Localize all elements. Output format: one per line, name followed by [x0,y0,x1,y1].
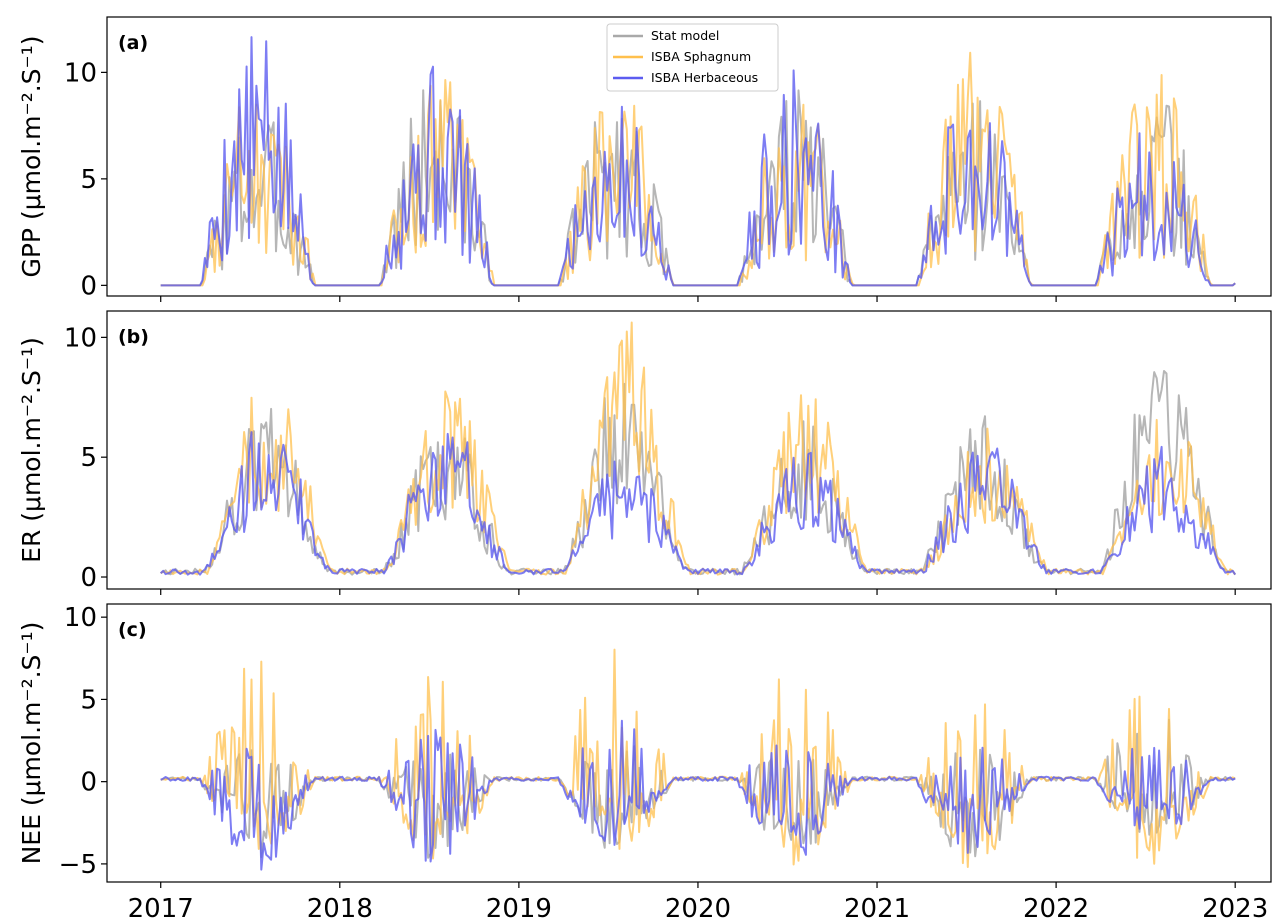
nee-y-tick-label: −5 [59,850,97,880]
gpp-panel: 0 5 10 (a) GPP (μmol.m⁻².S⁻¹) [17,16,1272,302]
gpp-y-ticks: 0 5 10 [64,58,107,301]
er-panel-tag: (b) [118,326,149,348]
legend-box [606,23,779,92]
nee-y-ticks: −5 0 5 10 [59,603,107,880]
nee-y-tick-label: 10 [64,603,97,633]
nee-y-tick-label: 5 [80,685,97,715]
er-series-line-isba-herbaceous [160,431,1237,576]
nee-y-tick-label: 0 [80,768,97,798]
gpp-axes-frame [106,16,1272,297]
nee-x-tick-label: 2021 [844,894,910,919]
gpp-panel-tag: (a) [118,32,148,54]
er-y-tick-label: 5 [80,443,97,473]
legend-label-isba-herbaceous: ISBA Herbaceous [651,70,758,85]
nee-x-tick-label: 2022 [1023,894,1089,919]
nee-series-line-isba-herbaceous [160,719,1236,871]
legend-label-isba-sphagnum: ISBA Sphagnum [651,49,751,64]
er-series-layer [160,321,1237,576]
er-y-ticks: 0 5 10 [64,323,107,593]
legend: Stat model ISBA Sphagnum ISBA Herbaceous [606,23,779,92]
er-y-tick-label: 10 [64,323,97,353]
gpp-y-tick-label: 10 [64,58,97,88]
nee-x-tick-label: 2020 [665,894,731,919]
nee-series-layer [160,648,1236,871]
nee-axes-frame [106,603,1272,883]
nee-y-axis-label: NEE (μmol.m⁻².S⁻¹) [17,622,46,865]
gpp-series-line-isba-herbaceous [160,36,1236,287]
nee-panel-tag: (c) [118,619,147,641]
legend-label-stat-model: Stat model [651,28,719,43]
gpp-x-ticks [160,296,1236,302]
er-y-axis-label: ER (μmol.m⁻².S⁻¹) [17,337,46,563]
er-y-tick-label: 0 [80,563,97,593]
er-x-ticks [160,589,1236,595]
gpp-y-tick-label: 5 [80,165,97,195]
nee-x-tick-label: 2018 [307,894,373,919]
er-axes-frame [106,310,1272,590]
nee-x-tick-label: 2023 [1202,894,1268,919]
er-panel: 0 5 10 (b) ER (μmol.m⁻².S⁻¹) [17,310,1272,595]
nee-x-tick-label: 2019 [486,894,552,919]
nee-x-tick-label: 2017 [128,894,194,919]
nee-x-ticks: 2017 2018 2019 2020 2021 2022 2023 [128,882,1268,919]
gpp-y-tick-label: 0 [80,271,97,301]
gpp-series-layer [160,36,1236,287]
gpp-y-axis-label: GPP (μmol.m⁻².S⁻¹) [17,35,46,277]
